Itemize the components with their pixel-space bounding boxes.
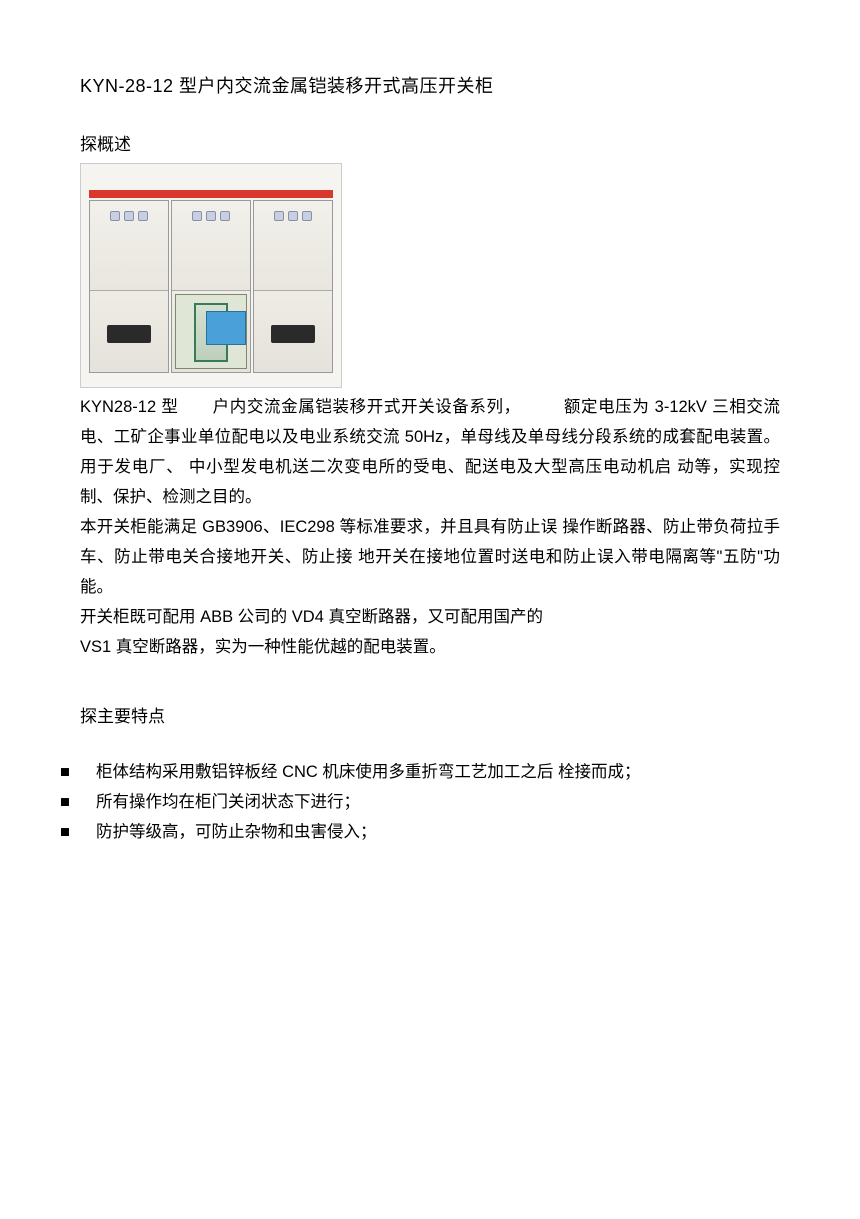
overview-body: KYN28-12 型 户内交流金属铠装移开式开关设备系列， 额定电压为 3-12… bbox=[80, 392, 780, 662]
feature-text: 所有操作均在柜门关闭状态下进行； bbox=[96, 793, 360, 811]
feature-text: 防护等级高，可防止杂物和虫害侵入； bbox=[96, 823, 377, 841]
features-list: ■柜体结构采用敷铝锌板经 CNC 机床使用多重折弯工艺加工之后 栓接而成； ■所… bbox=[80, 757, 780, 847]
bullet-icon: ■ bbox=[80, 787, 94, 817]
features-heading: 探主要特点 bbox=[80, 702, 780, 727]
product-image bbox=[80, 163, 342, 388]
overview-paragraph: 本开关柜能满足 GB3906、IEC298 等标准要求，并且具有防止误 操作断路… bbox=[80, 512, 780, 602]
overview-paragraph: VS1 真空断路器，实为一种性能优越的配电装置。 bbox=[80, 632, 780, 662]
bullet-icon: ■ bbox=[80, 757, 94, 787]
feature-item: ■所有操作均在柜门关闭状态下进行； bbox=[80, 787, 780, 817]
feature-item: ■防护等级高，可防止杂物和虫害侵入； bbox=[80, 817, 780, 847]
overview-heading: 探概述 bbox=[80, 130, 780, 155]
feature-text: 柜体结构采用敷铝锌板经 CNC 机床使用多重折弯工艺加工之后 栓接而成； bbox=[96, 763, 641, 781]
overview-paragraph: KYN28-12 型 户内交流金属铠装移开式开关设备系列， 额定电压为 3-12… bbox=[80, 392, 780, 512]
overview-paragraph: 开关柜既可配用 ABB 公司的 VD4 真空断路器，又可配用国产的 bbox=[80, 602, 780, 632]
bullet-icon: ■ bbox=[80, 817, 94, 847]
feature-item: ■柜体结构采用敷铝锌板经 CNC 机床使用多重折弯工艺加工之后 栓接而成； bbox=[80, 757, 780, 787]
page-title: KYN-28-12 型户内交流金属铠装移开式高压开关柜 bbox=[80, 72, 780, 98]
